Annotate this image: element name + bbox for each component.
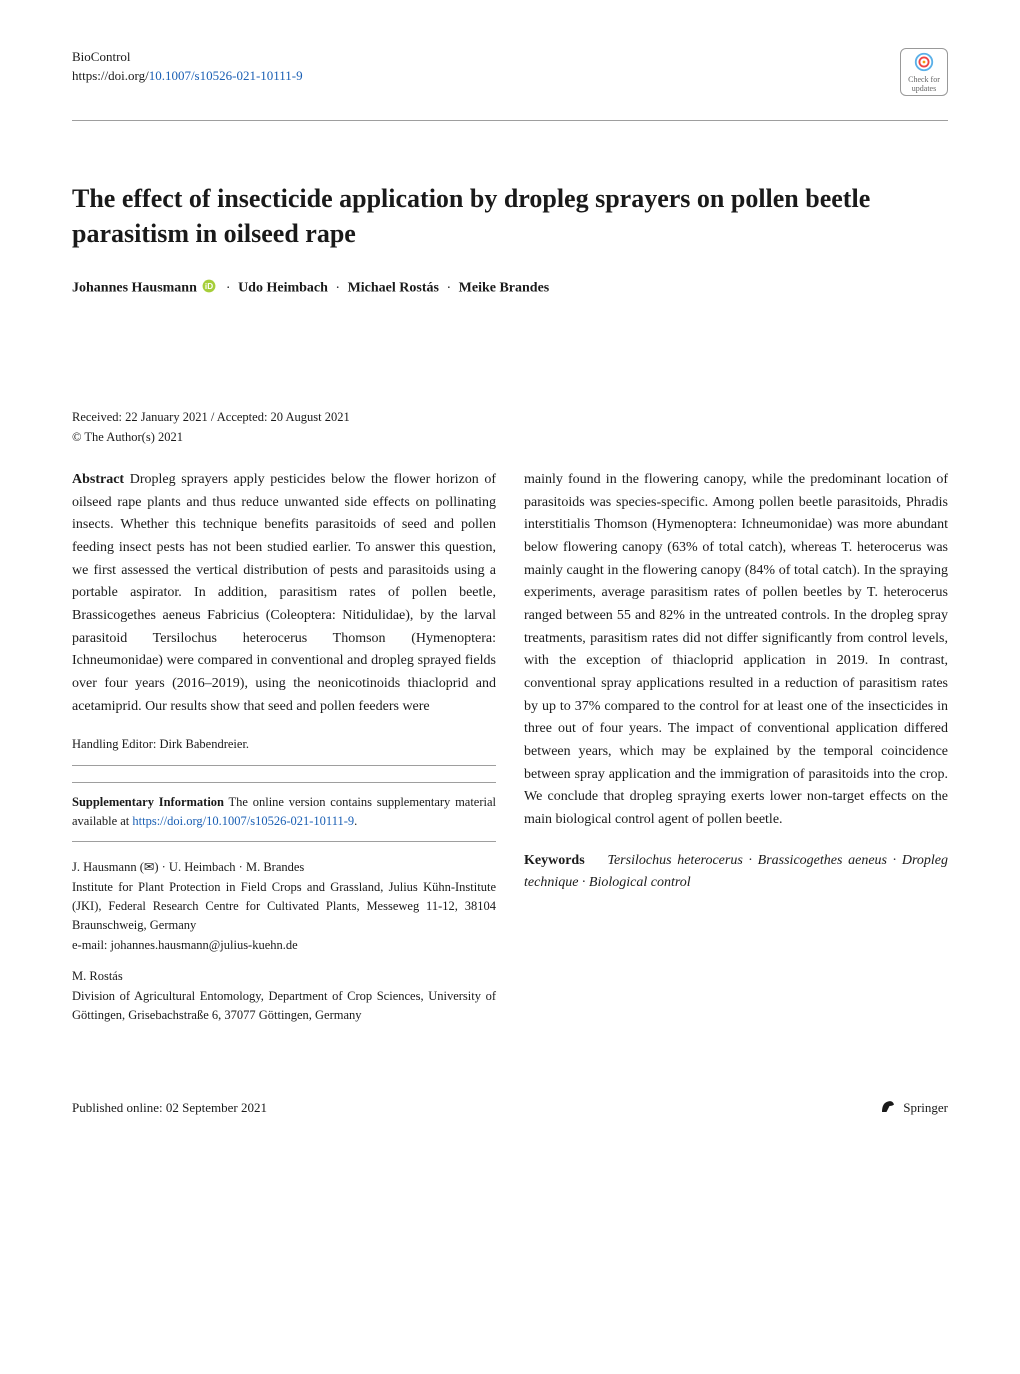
aff1-email: e-mail: johannes.hausmann@julius-kuehn.d… [72,936,496,955]
received-accepted: Received: 22 January 2021 / Accepted: 20… [72,408,948,427]
article-title: The effect of insecticide application by… [72,181,948,251]
svg-text:iD: iD [205,282,213,291]
journal-block: BioControl https://doi.org/10.1007/s1052… [72,48,303,86]
right-column: mainly found in the flowering canopy, wh… [524,469,948,1037]
header-rule [72,120,948,121]
author-separator: · [335,281,340,296]
handling-editor: Handling Editor: Dirk Babendreier. [72,734,496,765]
supplementary-link[interactable]: https://doi.org/10.1007/s10526-021-10111… [132,814,354,828]
keywords-text: Tersilochus heterocerus · Brassicogethes… [524,853,948,891]
publisher-block: Springer [879,1097,948,1119]
abstract-label: Abstract [72,472,124,487]
doi-prefix: https://doi.org/ [72,68,149,83]
keywords-label: Keywords [524,853,585,868]
check-updates-label: Check for updates [901,75,947,93]
journal-name: BioControl [72,48,303,67]
author-2: Udo Heimbach [238,281,328,296]
author-1: Johannes Hausmann [72,281,197,296]
supplementary-label: Supplementary Information [72,795,224,809]
left-column: Abstract Dropleg sprayers apply pesticid… [72,469,496,1037]
article-dates: Received: 22 January 2021 / Accepted: 20… [72,408,948,447]
author-separator: · [446,281,451,296]
page-header: BioControl https://doi.org/10.1007/s1052… [72,48,948,96]
aff2-address: Division of Agricultural Entomology, Dep… [72,987,496,1026]
author-4: Meike Brandes [459,281,550,296]
publisher-name: Springer [903,1100,948,1116]
copyright-line: © The Author(s) 2021 [72,428,948,447]
orcid-icon[interactable]: iD [202,279,216,298]
crossmark-icon [913,51,935,75]
doi-value[interactable]: 10.1007/s10526-021-10111-9 [149,68,303,83]
springer-horse-icon [879,1097,897,1119]
affiliation-2: M. Rostás Division of Agricultural Entom… [72,967,496,1025]
aff1-authors: J. Hausmann (✉) · U. Heimbach · M. Brand… [72,858,496,877]
abstract-text-right: mainly found in the flowering canopy, wh… [524,469,948,832]
check-updates-badge[interactable]: Check for updates [900,48,948,96]
abstract-paragraph-left: Abstract Dropleg sprayers apply pesticid… [72,469,496,718]
aff1-address: Institute for Plant Protection in Field … [72,878,496,936]
keywords-block: Keywords Tersilochus heterocerus · Brass… [524,850,948,895]
doi-line: https://doi.org/10.1007/s10526-021-10111… [72,67,303,86]
author-list: Johannes Hausmann iD · Udo Heimbach · Mi… [72,279,948,298]
affiliation-1: J. Hausmann (✉) · U. Heimbach · M. Brand… [72,858,496,955]
abstract-text-left: Dropleg sprayers apply pesticides below … [72,472,496,714]
two-column-body: Abstract Dropleg sprayers apply pesticid… [72,469,948,1037]
author-separator: · [226,281,231,296]
published-online: Published online: 02 September 2021 [72,1100,267,1116]
author-3: Michael Rostás [348,281,439,296]
supplementary-suffix: . [354,814,357,828]
aff2-authors: M. Rostás [72,967,496,986]
page-footer: Published online: 02 September 2021 Spri… [72,1097,948,1119]
affiliations: J. Hausmann (✉) · U. Heimbach · M. Brand… [72,858,496,1025]
supplementary-box: Supplementary Information The online ver… [72,782,496,843]
